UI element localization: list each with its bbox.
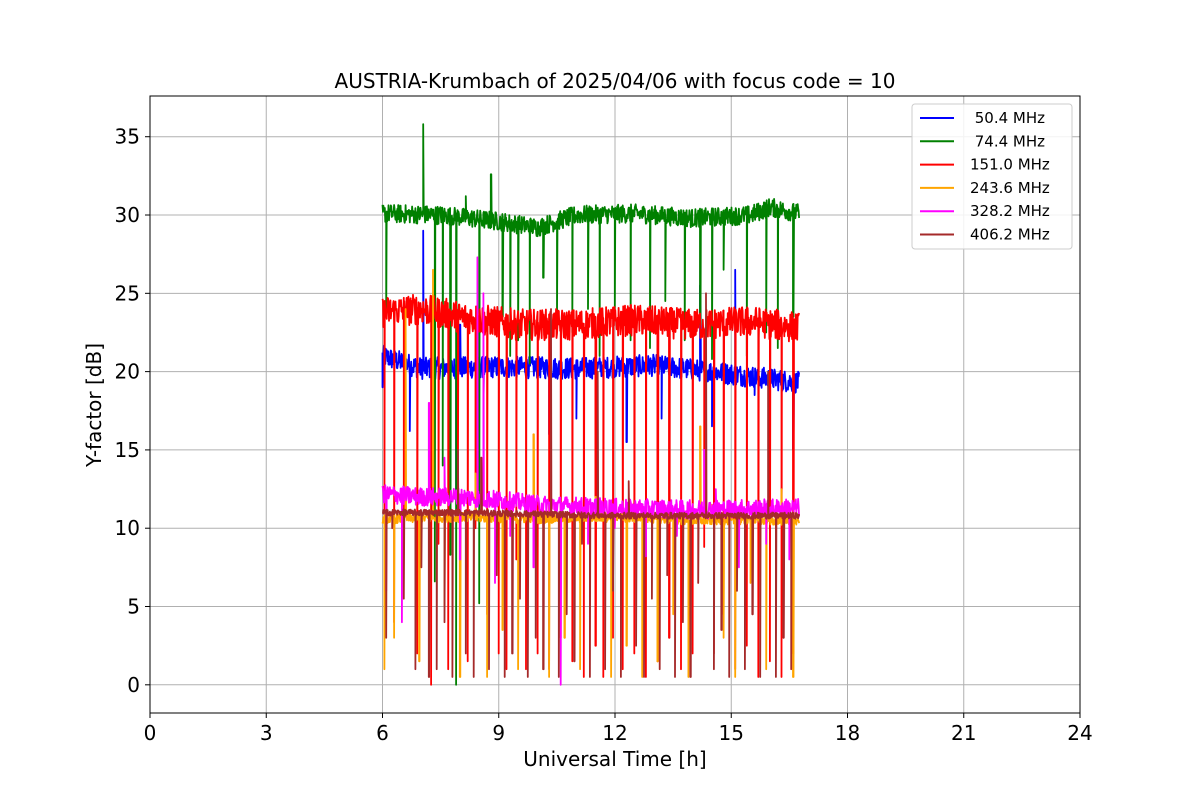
x-axis-label: Universal Time [h] (523, 747, 706, 771)
y-tick-label: 10 (115, 516, 140, 540)
legend-label: 74.4 MHz (970, 132, 1045, 150)
legend-label: 243.6 MHz (970, 179, 1050, 197)
x-tick-label: 24 (1067, 721, 1092, 745)
legend-label: 406.2 MHz (970, 226, 1050, 244)
x-tick-label: 12 (602, 721, 627, 745)
y-tick-label: 15 (115, 438, 140, 462)
y-tick-label: 25 (115, 281, 140, 305)
series-line-1 (381, 123, 800, 686)
legend: 50.4 MHz 74.4 MHz 151.0 MHz 243.6 MHz 328.2… (911, 103, 1073, 250)
chart-title: AUSTRIA-Krumbach of 2025/04/06 with focu… (335, 69, 896, 93)
y-tick-label: 5 (127, 595, 140, 619)
axis-ticks: 0 3 6 9 12 15 18 21 24 0 5 10 15 20 25 30 35 (115, 125, 1093, 745)
series-line-2 (381, 293, 800, 686)
series-line-5 (382, 292, 800, 678)
x-tick-label: 9 (492, 721, 505, 745)
legend-box (911, 103, 1073, 250)
series-lines (381, 123, 800, 686)
y-tick-label: 0 (127, 673, 140, 697)
x-tick-label: 18 (835, 721, 860, 745)
legend-label: 328.2 MHz (970, 202, 1050, 220)
y-tick-label: 35 (115, 125, 140, 149)
legend-label: 50.4 MHz (970, 109, 1045, 127)
y-tick-label: 30 (115, 203, 140, 227)
legend-label: 151.0 MHz (970, 156, 1050, 174)
x-tick-label: 21 (951, 721, 976, 745)
y-tick-label: 20 (115, 360, 140, 384)
x-tick-label: 6 (376, 721, 389, 745)
y-axis-label: Y-factor [dB] (82, 343, 106, 468)
series-line-4 (381, 256, 800, 686)
x-tick-label: 15 (719, 721, 744, 745)
series-line-0 (381, 229, 800, 498)
x-tick-label: 0 (144, 721, 157, 745)
x-tick-label: 3 (260, 721, 273, 745)
